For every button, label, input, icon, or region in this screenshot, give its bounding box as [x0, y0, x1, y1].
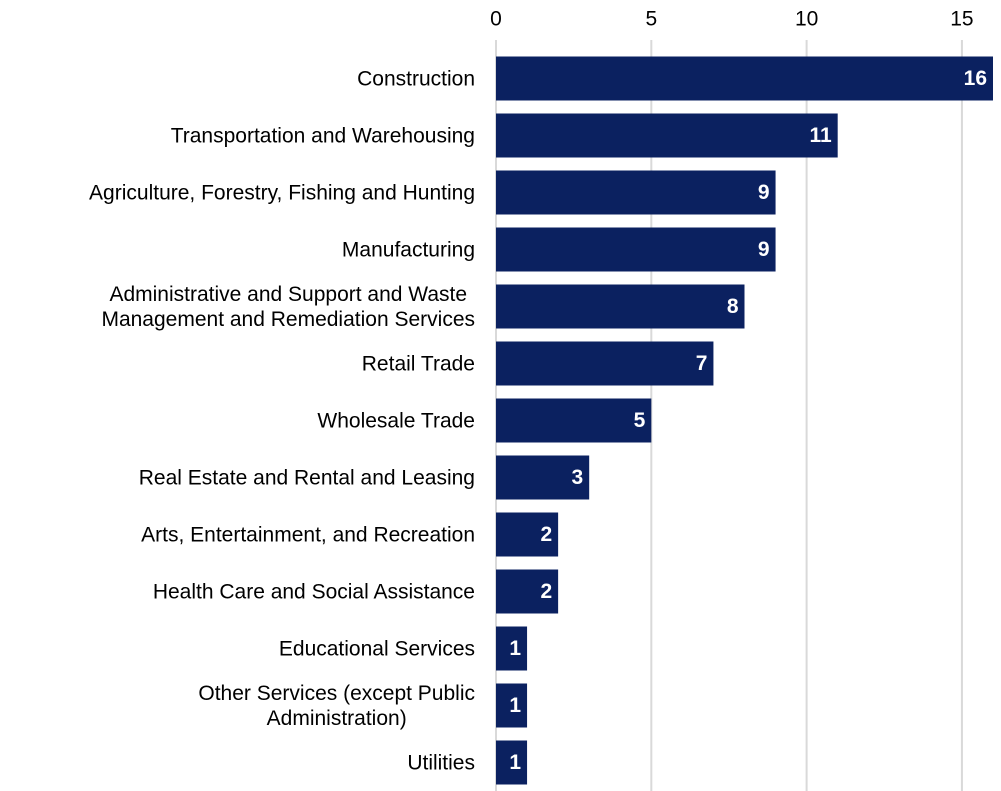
category-label: Wholesale Trade	[317, 409, 475, 432]
category-label: Agriculture, Forestry, Fishing and Hunti…	[89, 181, 475, 204]
value-label: 1	[509, 694, 521, 717]
value-label: 11	[809, 124, 832, 147]
value-label: 9	[758, 238, 770, 261]
category-label: Manufacturing	[341, 238, 475, 261]
bar	[496, 455, 590, 500]
category-label: Administrative and Support and Waste Man…	[101, 282, 475, 331]
value-label: 1	[509, 637, 521, 660]
value-label: 16	[964, 67, 987, 90]
bar	[496, 626, 528, 671]
category-label: Health Care and Social Assistance	[152, 580, 475, 603]
category-label: Other Services (except Public Administra…	[198, 681, 475, 730]
bar	[496, 398, 652, 443]
value-label: 9	[758, 181, 770, 204]
category-label: Construction	[357, 67, 475, 90]
category-label: Utilities	[407, 751, 475, 774]
x-tick-label: 10	[795, 8, 818, 31]
bar	[496, 56, 993, 101]
category-label: Transportation and Warehousing	[170, 124, 475, 147]
x-tick-label: 5	[645, 8, 657, 31]
value-label: 7	[696, 352, 708, 375]
value-label: 2	[540, 580, 552, 603]
category-label: Retail Trade	[361, 352, 475, 375]
bar	[496, 227, 776, 272]
bar	[496, 740, 528, 785]
category-label: Educational Services	[278, 637, 475, 660]
value-label: 1	[509, 751, 521, 774]
x-tick-label: 0	[490, 8, 502, 31]
bar	[496, 683, 528, 728]
bar	[496, 341, 714, 386]
value-label: 3	[572, 466, 584, 489]
bar	[496, 113, 838, 158]
value-label: 2	[540, 523, 552, 546]
bar	[496, 512, 559, 557]
bar	[496, 284, 745, 329]
category-label: Arts, Entertainment, and Recreation	[141, 523, 475, 546]
bar	[496, 569, 559, 614]
value-label: 5	[634, 409, 646, 432]
x-tick-label: 15	[950, 8, 973, 31]
value-label: 8	[727, 295, 739, 318]
bar	[496, 170, 776, 215]
category-label: Real Estate and Rental and Leasing	[138, 466, 475, 489]
